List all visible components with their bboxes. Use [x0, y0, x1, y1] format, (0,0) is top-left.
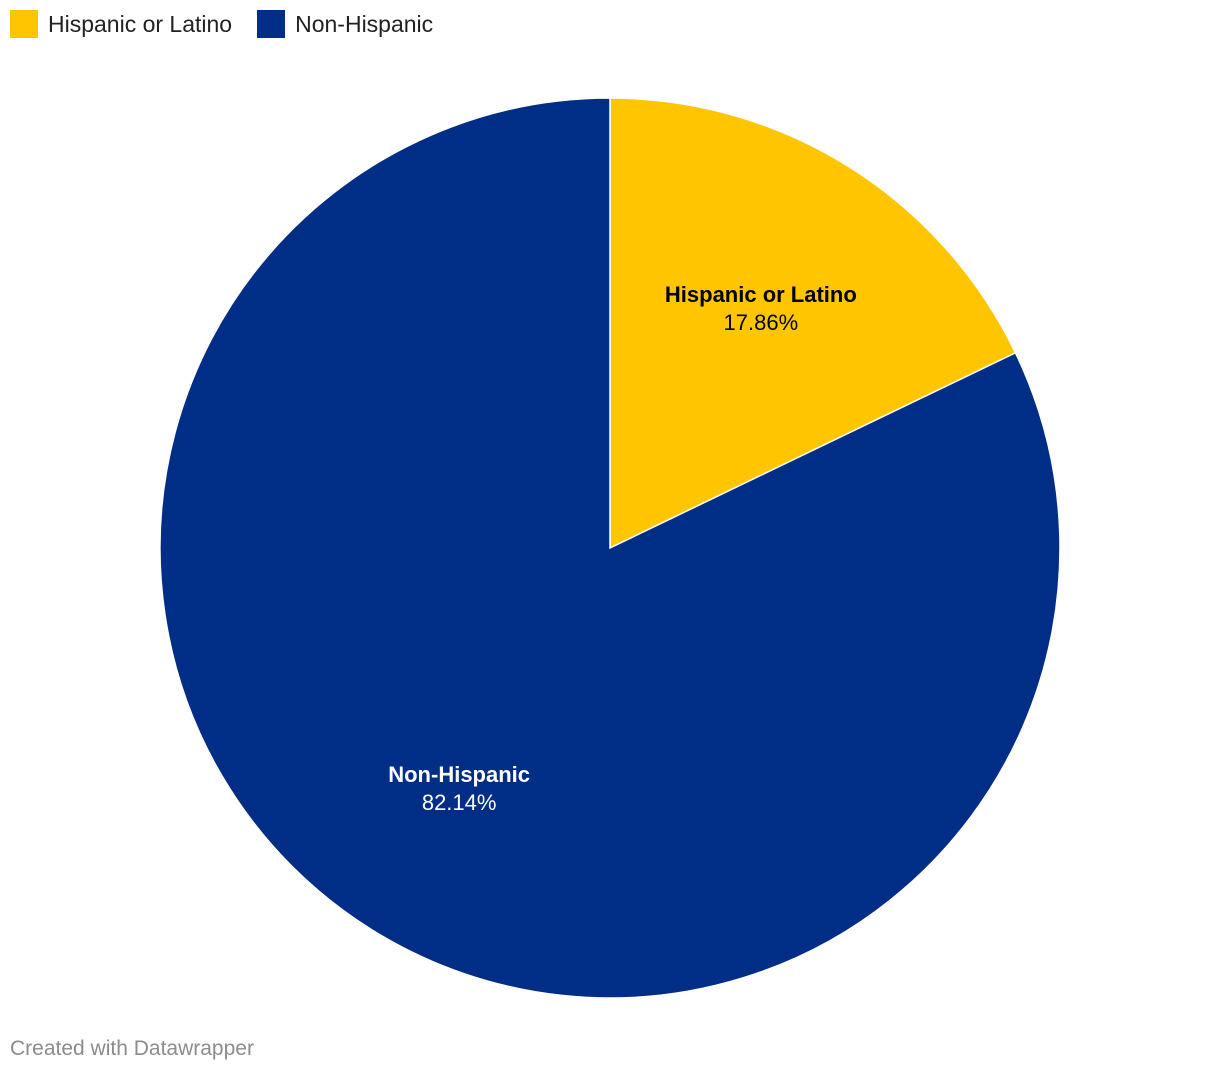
pie-slice-non-hispanic — [159, 97, 1061, 999]
slice-label-non-hispanic: Non-Hispanic — [388, 762, 530, 787]
datawrapper-credit: Created with Datawrapper — [10, 1037, 254, 1060]
pie-slice-hispanic-or-latino — [609, 97, 1017, 550]
legend-label-hispanic-or-latino: Hispanic or Latino — [48, 10, 233, 37]
slice-value-non-hispanic: 82.14% — [422, 790, 497, 815]
slice-labels: Hispanic or Latino 17.86% Non-Hispanic 82.1… — [388, 282, 857, 815]
legend-swatch-hispanic-or-latino — [10, 10, 38, 38]
slice-value-hispanic-or-latino: 17.86% — [724, 310, 799, 335]
legend-label-non-hispanic: Non-Hispanic — [295, 10, 434, 37]
legend-item-non-hispanic: Non-Hispanic — [257, 10, 433, 38]
slice-label-hispanic-or-latino: Hispanic or Latino — [665, 282, 857, 307]
legend-item-hispanic-or-latino: Hispanic or Latino — [10, 10, 232, 38]
chart-legend: Hispanic or Latino Non-Hispanic — [10, 9, 458, 39]
legend-swatch-non-hispanic — [257, 10, 286, 38]
